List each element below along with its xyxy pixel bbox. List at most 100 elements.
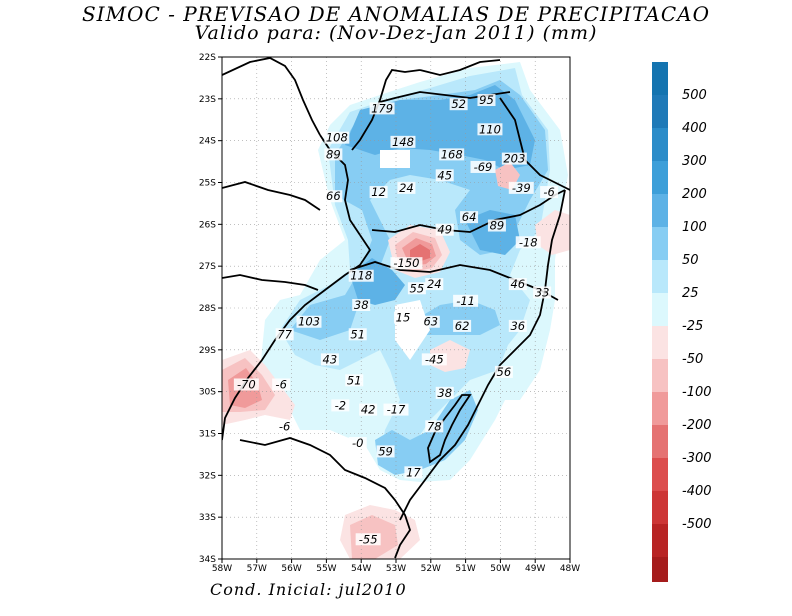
- contour-label: 43: [323, 352, 338, 366]
- border-argentina: [222, 234, 372, 441]
- contour-label-bg: [348, 437, 367, 450]
- contour-label-bg: [477, 94, 496, 107]
- colorbar-segment: [652, 359, 668, 392]
- colorbar-segment: [652, 260, 668, 293]
- border-ms-pr: [351, 69, 421, 151]
- contour-label: -39: [512, 181, 531, 195]
- contour-label: 179: [371, 101, 393, 115]
- contour-label: 110: [479, 122, 501, 136]
- lon-label: 52W: [421, 564, 441, 574]
- contour-label: -6: [279, 419, 290, 433]
- contour-label: 203: [503, 152, 525, 166]
- contour-label: 118: [350, 269, 372, 283]
- contour-labels: 179 52 95 110 108 89 148 168 203 -69 45 24 -39 -6 66 12…: [233, 93, 559, 546]
- contour-label: 49: [437, 223, 452, 237]
- colorbar-label: -25: [682, 319, 703, 334]
- colorbar-label: 300: [682, 154, 707, 169]
- lat-label: 27S: [199, 262, 216, 272]
- contour-label: -69: [474, 160, 493, 174]
- colorbar-segment: [652, 95, 668, 128]
- contour-label-bg: [359, 403, 378, 416]
- lat-label: 34S: [199, 555, 216, 565]
- contour-label: -17: [387, 403, 406, 417]
- contour-label: -18: [519, 235, 538, 249]
- colorbar: 500 400 300 200 100 50 25 -25 -50 -100 -200 -300 -40…: [652, 62, 712, 582]
- contour-label: -2: [335, 398, 346, 412]
- contour-label-bg: [324, 190, 343, 203]
- border-sc-rs: [349, 261, 559, 301]
- contour-label-bg: [449, 98, 468, 111]
- lat-label: 26S: [199, 220, 216, 230]
- lon-label: 57W: [247, 564, 267, 574]
- contour-label: 46: [510, 277, 525, 291]
- map-title: SIMOC - PREVISAO DE ANOMALIAS DE PRECIPI…: [81, 2, 711, 26]
- border-argentina-misiones: [222, 274, 319, 291]
- colorbar-label: -500: [682, 517, 712, 532]
- contour-label-bg: [421, 353, 447, 366]
- lat-label: 24S: [199, 137, 216, 147]
- contour-label-bg: [404, 466, 423, 479]
- contour-label: 55: [410, 281, 425, 295]
- contour-label-bg: [383, 403, 409, 416]
- contour-label-bg: [352, 299, 371, 311]
- contour-label-bg: [275, 420, 294, 433]
- contour-label: 38: [437, 386, 452, 400]
- contour-label-bg: [296, 315, 322, 328]
- colorbar-segment: [652, 326, 668, 359]
- contour-label: -55: [359, 532, 378, 546]
- lat-label: 31S: [199, 430, 216, 440]
- contour-label-bg: [435, 386, 454, 399]
- border-pr-sc: [371, 189, 566, 233]
- pos-200-east: [465, 210, 520, 255]
- lat-label: 29S: [199, 346, 216, 356]
- colorbar-label: 200: [682, 187, 707, 202]
- contour-label-bg: [233, 378, 259, 391]
- contour-label-bg: [320, 353, 339, 366]
- contour-label-bg: [425, 420, 444, 433]
- lon-label: 48W: [560, 564, 580, 574]
- colorbar-segment: [652, 425, 668, 458]
- border-sp-mg: [419, 59, 501, 76]
- contour-label-bg: [453, 294, 479, 307]
- contour-label-bg: [533, 286, 552, 299]
- contour-label: 95: [479, 93, 494, 107]
- contour-label-bg: [376, 445, 395, 458]
- lon-label: 49W: [525, 564, 545, 574]
- contour-label: 63: [423, 315, 438, 329]
- lagoa-dos-patos: [427, 394, 472, 464]
- lon-label: 50W: [490, 564, 510, 574]
- contour-label: 168: [441, 147, 463, 161]
- contour-label-bg: [508, 319, 527, 332]
- contour-label-bg: [439, 148, 465, 161]
- colorbar-segment: [652, 128, 668, 161]
- contour-label-bg: [425, 278, 444, 291]
- contour-label: 64: [462, 210, 477, 224]
- colorbar-label: 50: [682, 253, 699, 268]
- colorbar-segment: [652, 524, 668, 557]
- colorbar-segment: [652, 293, 668, 326]
- contour-label-bg: [390, 135, 416, 148]
- contour-label-bg: [393, 311, 412, 324]
- contour-label: -6: [543, 185, 554, 199]
- colorbar-segment: [652, 227, 668, 260]
- colorbar-segment: [652, 458, 668, 491]
- contour-label-bg: [275, 328, 294, 341]
- contour-label-bg: [369, 102, 395, 115]
- lat-label: 23S: [199, 95, 216, 105]
- contour-label-bg: [369, 186, 388, 199]
- contour-label: 42: [361, 403, 376, 417]
- contour-label-bg: [331, 399, 350, 412]
- lat-label: 25S: [199, 179, 216, 189]
- contour-label: -45: [425, 352, 444, 366]
- contour-label-bg: [324, 148, 343, 161]
- lon-label: 58W: [212, 564, 232, 574]
- contour-label-bg: [515, 236, 541, 249]
- contour-label: 77: [277, 327, 292, 341]
- contour-label: 62: [455, 319, 470, 333]
- contour-label: 51: [350, 327, 365, 341]
- contour-label-bg: [407, 282, 426, 295]
- contour-label: 12: [371, 185, 386, 199]
- contour-label: 24: [399, 181, 414, 195]
- colorbar-label: -400: [682, 484, 712, 499]
